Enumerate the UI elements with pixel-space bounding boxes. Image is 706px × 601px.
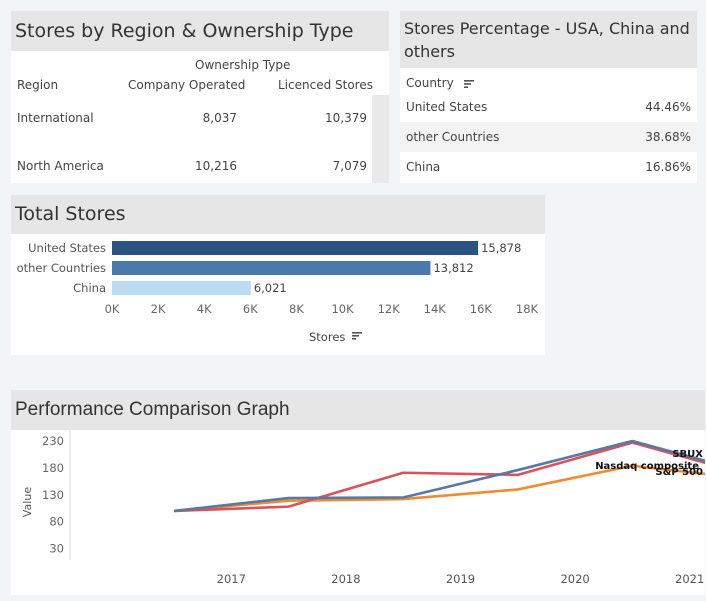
bar-value-label: 13,812 <box>433 261 473 275</box>
region-cell[interactable]: North America <box>17 159 104 173</box>
table-row[interactable]: other Countries 38.68% <box>400 122 697 152</box>
sort-icon[interactable] <box>352 332 362 340</box>
series-line[interactable] <box>173 439 705 513</box>
licenced-stores-cell[interactable]: 10,379 <box>325 111 367 125</box>
y-axis-label: Value <box>21 487 34 517</box>
x-tick-label: 12K <box>378 302 401 316</box>
x-tick-label: 10K <box>331 302 354 316</box>
region-cell[interactable]: International <box>17 111 94 125</box>
table-row[interactable]: United States 44.46% <box>400 92 697 122</box>
stores-by-region-panel: Stores by Region & Ownership Type Owners… <box>11 11 389 183</box>
company-operated-cell[interactable]: 8,037 <box>202 111 237 125</box>
performance-panel: Performance Comparison Graph 230 180 130 80… <box>11 390 705 595</box>
percentage-cell: 44.46% <box>645 100 691 114</box>
table-scrollbar[interactable] <box>372 95 389 183</box>
y-tick-label: 30 <box>49 542 64 556</box>
x-tick-label: 2019 <box>446 572 475 586</box>
bar-category-label: China <box>73 281 106 295</box>
region-column-header[interactable]: Region <box>17 78 59 92</box>
bar-value-label: 6,021 <box>254 281 287 295</box>
bar[interactable] <box>112 261 431 275</box>
stores-by-region-title: Stores by Region & Ownership Type <box>11 11 389 51</box>
x-tick-label: 14K <box>424 302 447 316</box>
y-tick-label: 80 <box>49 515 64 529</box>
y-tick-label: 180 <box>42 461 64 475</box>
x-tick-label: 18K <box>516 302 539 316</box>
licenced-stores-cell[interactable]: 7,079 <box>332 159 367 173</box>
x-tick-label: 2K <box>151 302 166 316</box>
performance-title: Performance Comparison Graph <box>11 390 705 430</box>
country-cell: China <box>406 160 441 174</box>
y-tick-label: 130 <box>42 488 64 502</box>
bar-category-label: other Countries <box>17 261 106 275</box>
licenced-stores-column-header[interactable]: Licenced Stores <box>278 78 373 92</box>
x-axis-label: Stores <box>309 330 345 344</box>
x-tick-label: 2021 <box>675 572 704 586</box>
series-line[interactable] <box>173 464 705 513</box>
percentage-cell: 38.68% <box>645 130 691 144</box>
total-stores-panel: Total Stores United States 15,878 other Co… <box>11 195 545 355</box>
company-operated-column-header[interactable]: Company Operated <box>128 78 246 92</box>
ownership-type-header: Ownership Type <box>195 58 291 72</box>
country-header-label: Country <box>406 76 454 90</box>
table-row[interactable]: China 16.86% <box>400 152 697 182</box>
x-tick-label: 16K <box>470 302 493 316</box>
total-stores-title: Total Stores <box>11 195 545 234</box>
series-end-label: Nasdaq composite <box>595 461 699 472</box>
x-tick-label: 2017 <box>217 572 246 586</box>
x-tick-label: 2018 <box>331 572 360 586</box>
performance-line-chart: 230 180 130 80 30 Value 2017 2018 2019 2020 2021 SB… <box>21 430 705 586</box>
bar[interactable] <box>112 281 251 295</box>
total-stores-bar-chart: United States 15,878 other Countries 13,812… <box>17 241 539 344</box>
series-line[interactable] <box>173 441 705 513</box>
x-tick-label: 0K <box>105 302 120 316</box>
company-operated-cell[interactable]: 10,216 <box>195 159 237 173</box>
percentage-cell: 16.86% <box>645 160 691 174</box>
country-cell: United States <box>406 100 488 114</box>
stores-percentage-title: Stores Percentage - USA, China and other… <box>400 11 697 68</box>
country-cell: other Countries <box>406 130 500 144</box>
x-tick-label: 8K <box>289 302 304 316</box>
series-end-label: SBUX <box>672 449 703 460</box>
y-tick-label: 230 <box>42 434 64 448</box>
x-tick-label: 4K <box>197 302 212 316</box>
x-tick-label: 2020 <box>560 572 589 586</box>
bar[interactable] <box>112 241 479 255</box>
sort-icon[interactable] <box>463 79 474 88</box>
x-tick-label: 6K <box>243 302 258 316</box>
stores-percentage-panel: Stores Percentage - USA, China and other… <box>400 11 697 183</box>
series-end-label: S&P 500 <box>655 467 703 478</box>
bar-value-label: 15,878 <box>481 241 521 255</box>
country-column-header[interactable]: Country <box>406 76 474 90</box>
bar-category-label: United States <box>28 241 106 255</box>
